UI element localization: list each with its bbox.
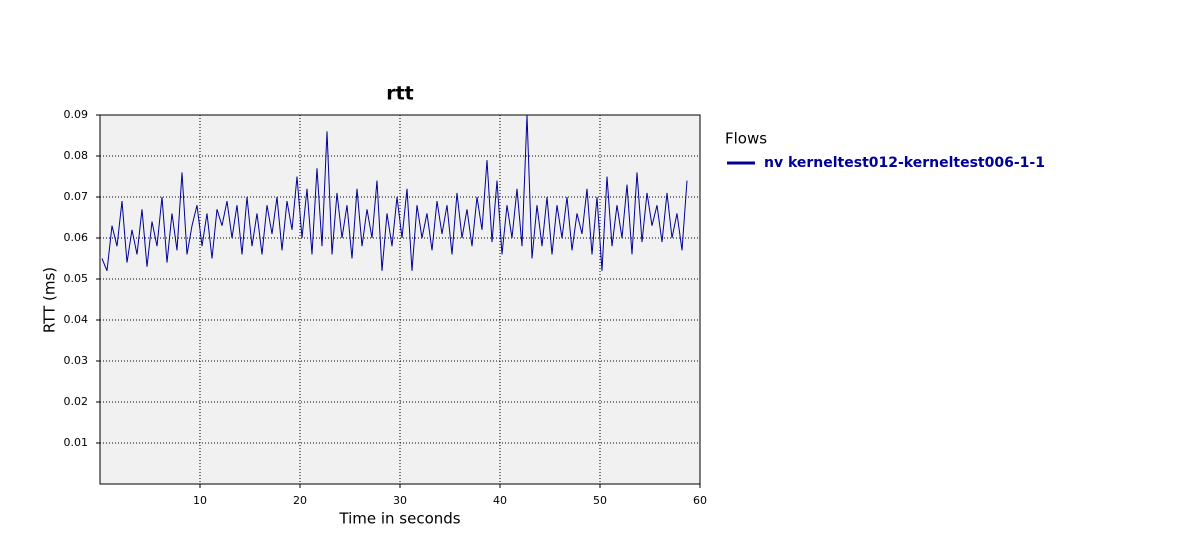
x-tick-label: 60 bbox=[693, 494, 707, 507]
plot-area bbox=[99, 114, 701, 485]
x-tick-label: 10 bbox=[193, 494, 207, 507]
x-tick-label: 40 bbox=[493, 494, 507, 507]
x-tick-label: 30 bbox=[393, 494, 407, 507]
y-tick-label: 0.07 bbox=[64, 190, 89, 203]
x-axis-label: Time in seconds bbox=[338, 510, 460, 528]
y-tick-label: 0.06 bbox=[64, 231, 89, 244]
y-tick-label: 0.03 bbox=[64, 354, 89, 367]
chart-title: rtt bbox=[386, 83, 414, 105]
legend-label: nv kerneltest012-kerneltest006-1-1 bbox=[764, 155, 1045, 171]
y-tick-label: 0.01 bbox=[64, 436, 89, 449]
data-line bbox=[101, 114, 688, 271]
y-tick-label: 0.09 bbox=[64, 108, 89, 121]
y-tick-label: 0.04 bbox=[64, 313, 89, 326]
legend-title: Flows bbox=[725, 130, 767, 148]
x-tick-label: 20 bbox=[293, 494, 307, 507]
y-tick-label: 0.05 bbox=[64, 272, 89, 285]
y-axis-label: RTT (ms) bbox=[41, 267, 59, 333]
x-tick-label: 50 bbox=[593, 494, 607, 507]
y-tick-label: 0.02 bbox=[64, 395, 89, 408]
y-tick-label: 0.08 bbox=[64, 149, 89, 162]
